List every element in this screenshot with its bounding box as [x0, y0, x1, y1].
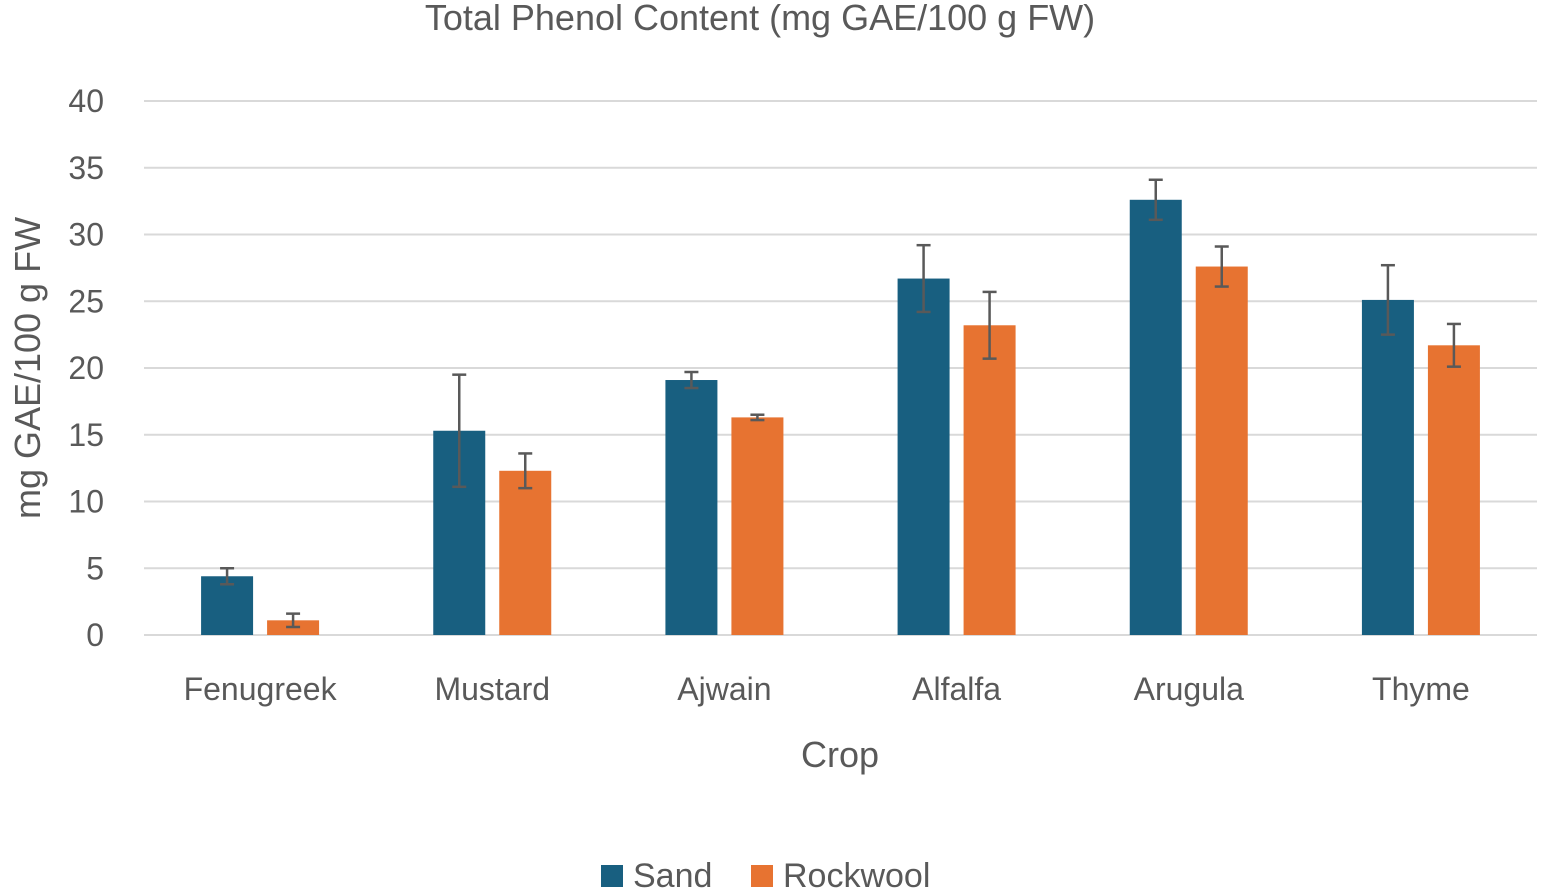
- y-axis-ticks: 0 5 10 15 20 25 30 35 40: [68, 83, 104, 653]
- error-bar: [916, 243, 931, 314]
- x-category-label: Fenugreek: [184, 671, 338, 707]
- y-axis-title: mg GAE/100 g FW: [7, 217, 48, 519]
- x-category-label: Arugula: [1134, 671, 1245, 707]
- error-bar: [518, 452, 533, 490]
- y-tick-label: 30: [68, 217, 104, 253]
- error-bar: [1214, 245, 1229, 288]
- y-tick-label: 20: [68, 350, 104, 386]
- bar-rockwool-thyme: [1427, 345, 1480, 635]
- error-bars: [220, 178, 1461, 629]
- y-tick-label: 0: [86, 617, 104, 653]
- bar-rockwool-arugula: [1195, 266, 1248, 635]
- bar-sand-arugula: [1129, 199, 1182, 636]
- y-tick-label: 35: [68, 150, 104, 186]
- y-tick-label: 5: [86, 550, 104, 586]
- x-category-label: Alfalfa: [912, 671, 1001, 707]
- error-bar: [1446, 322, 1461, 368]
- error-bar: [982, 290, 997, 360]
- error-bar: [452, 373, 467, 489]
- y-tick-label: 10: [68, 484, 104, 520]
- bar-rockwool-ajwain: [731, 417, 784, 635]
- legend-swatch-sand: [601, 865, 623, 887]
- error-bar: [684, 370, 699, 390]
- error-bar: [286, 612, 301, 629]
- legend-label-rockwool: Rockwool: [783, 857, 930, 895]
- bar-sand-thyme: [1361, 299, 1414, 635]
- legend-label-sand: Sand: [633, 857, 712, 895]
- legend-swatch-rockwool: [751, 865, 773, 887]
- error-bar: [750, 413, 765, 422]
- x-axis-title: Crop: [801, 734, 879, 775]
- error-bar: [1148, 178, 1163, 222]
- bar-sand-alfalfa: [897, 278, 950, 635]
- bar-sand-fenugreek: [201, 576, 254, 635]
- y-tick-label: 25: [68, 283, 104, 319]
- y-tick-label: 40: [68, 83, 104, 119]
- bar-sand-ajwain: [665, 380, 718, 635]
- x-category-label: Thyme: [1372, 671, 1470, 707]
- y-tick-label: 15: [68, 417, 104, 453]
- error-bar: [220, 567, 235, 586]
- bar-rockwool-alfalfa: [963, 325, 1016, 635]
- legend: Sand Rockwool: [601, 857, 930, 895]
- error-bar: [1380, 263, 1395, 336]
- bars: [201, 199, 1480, 636]
- bar-rockwool-mustard: [499, 470, 552, 635]
- x-category-label: Mustard: [434, 671, 550, 707]
- chart-title: Total Phenol Content (mg GAE/100 g FW): [425, 0, 1095, 38]
- x-axis-categories: Fenugreek Mustard Ajwain Alfalfa Arugula Thym…: [184, 671, 1470, 707]
- x-category-label: Ajwain: [677, 671, 771, 707]
- gridlines: [144, 100, 1537, 636]
